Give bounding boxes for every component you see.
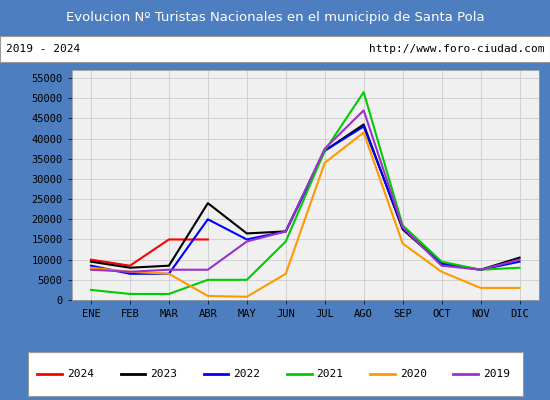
Text: 2021: 2021 [317,369,344,379]
Text: 2022: 2022 [233,369,260,379]
Text: 2024: 2024 [67,369,94,379]
Text: Evolucion Nº Turistas Nacionales en el municipio de Santa Pola: Evolucion Nº Turistas Nacionales en el m… [65,12,485,24]
Text: http://www.foro-ciudad.com: http://www.foro-ciudad.com [369,44,544,54]
Text: 2019: 2019 [483,369,510,379]
Text: 2019 - 2024: 2019 - 2024 [6,44,80,54]
Text: 2023: 2023 [150,369,177,379]
Text: 2020: 2020 [400,369,427,379]
